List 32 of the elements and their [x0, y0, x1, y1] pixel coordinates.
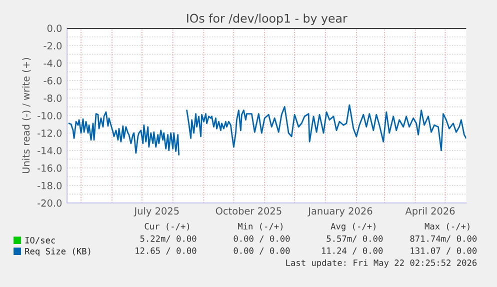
- y-tick-label: -6.0: [44, 77, 62, 84]
- y-tick-label: -2.0: [44, 42, 62, 50]
- text: 5.57m/ 0.00: [326, 235, 383, 243]
- text: Avg (-/+): [330, 222, 376, 232]
- x-tick-label: April 2026: [405, 207, 455, 216]
- x-tick-label: October 2025: [216, 207, 282, 215]
- text: 0.00 / 0.00: [234, 247, 290, 255]
- y-tick-label: -18.0: [38, 182, 62, 190]
- text: Max (-/+): [424, 222, 470, 231]
- y-tick-label: -16.0: [38, 164, 62, 172]
- text: Cur (-/+): [144, 222, 190, 231]
- text: 11.24 / 0.00: [322, 247, 383, 255]
- y-axis-title: Units read (-) / write (+): [22, 58, 31, 174]
- y-tick-label: -4.0: [44, 60, 62, 67]
- x-tick-label: January 2026: [308, 207, 372, 216]
- legend-label: Req Size (KB): [25, 248, 90, 256]
- chart-title: IOs for /dev/loop1 - by year: [187, 14, 348, 26]
- text: Last update: Fri May 22 02:25:52 2026: [286, 259, 477, 268]
- text: 871.74m/ 0.00: [410, 235, 477, 243]
- legend-label: IO/sec: [25, 236, 55, 244]
- x-tick-label: July 2025: [134, 207, 179, 216]
- text: 12.65 / 0.00: [136, 247, 196, 255]
- y-tick-label: 0.0: [47, 24, 62, 32]
- text: 5.22m/ 0.00: [140, 235, 196, 243]
- y-tick-label: -10.0: [38, 112, 62, 120]
- text: 0.00 / 0.00: [234, 235, 290, 243]
- y-tick-label: -20.0: [38, 199, 62, 207]
- text: Min (-/+): [238, 222, 282, 231]
- text: 131.07 / 0.00: [410, 247, 477, 255]
- y-tick-label: -12.0: [38, 129, 62, 137]
- y-tick-label: -8.0: [44, 94, 62, 102]
- y-tick-label: -14.0: [38, 146, 62, 154]
